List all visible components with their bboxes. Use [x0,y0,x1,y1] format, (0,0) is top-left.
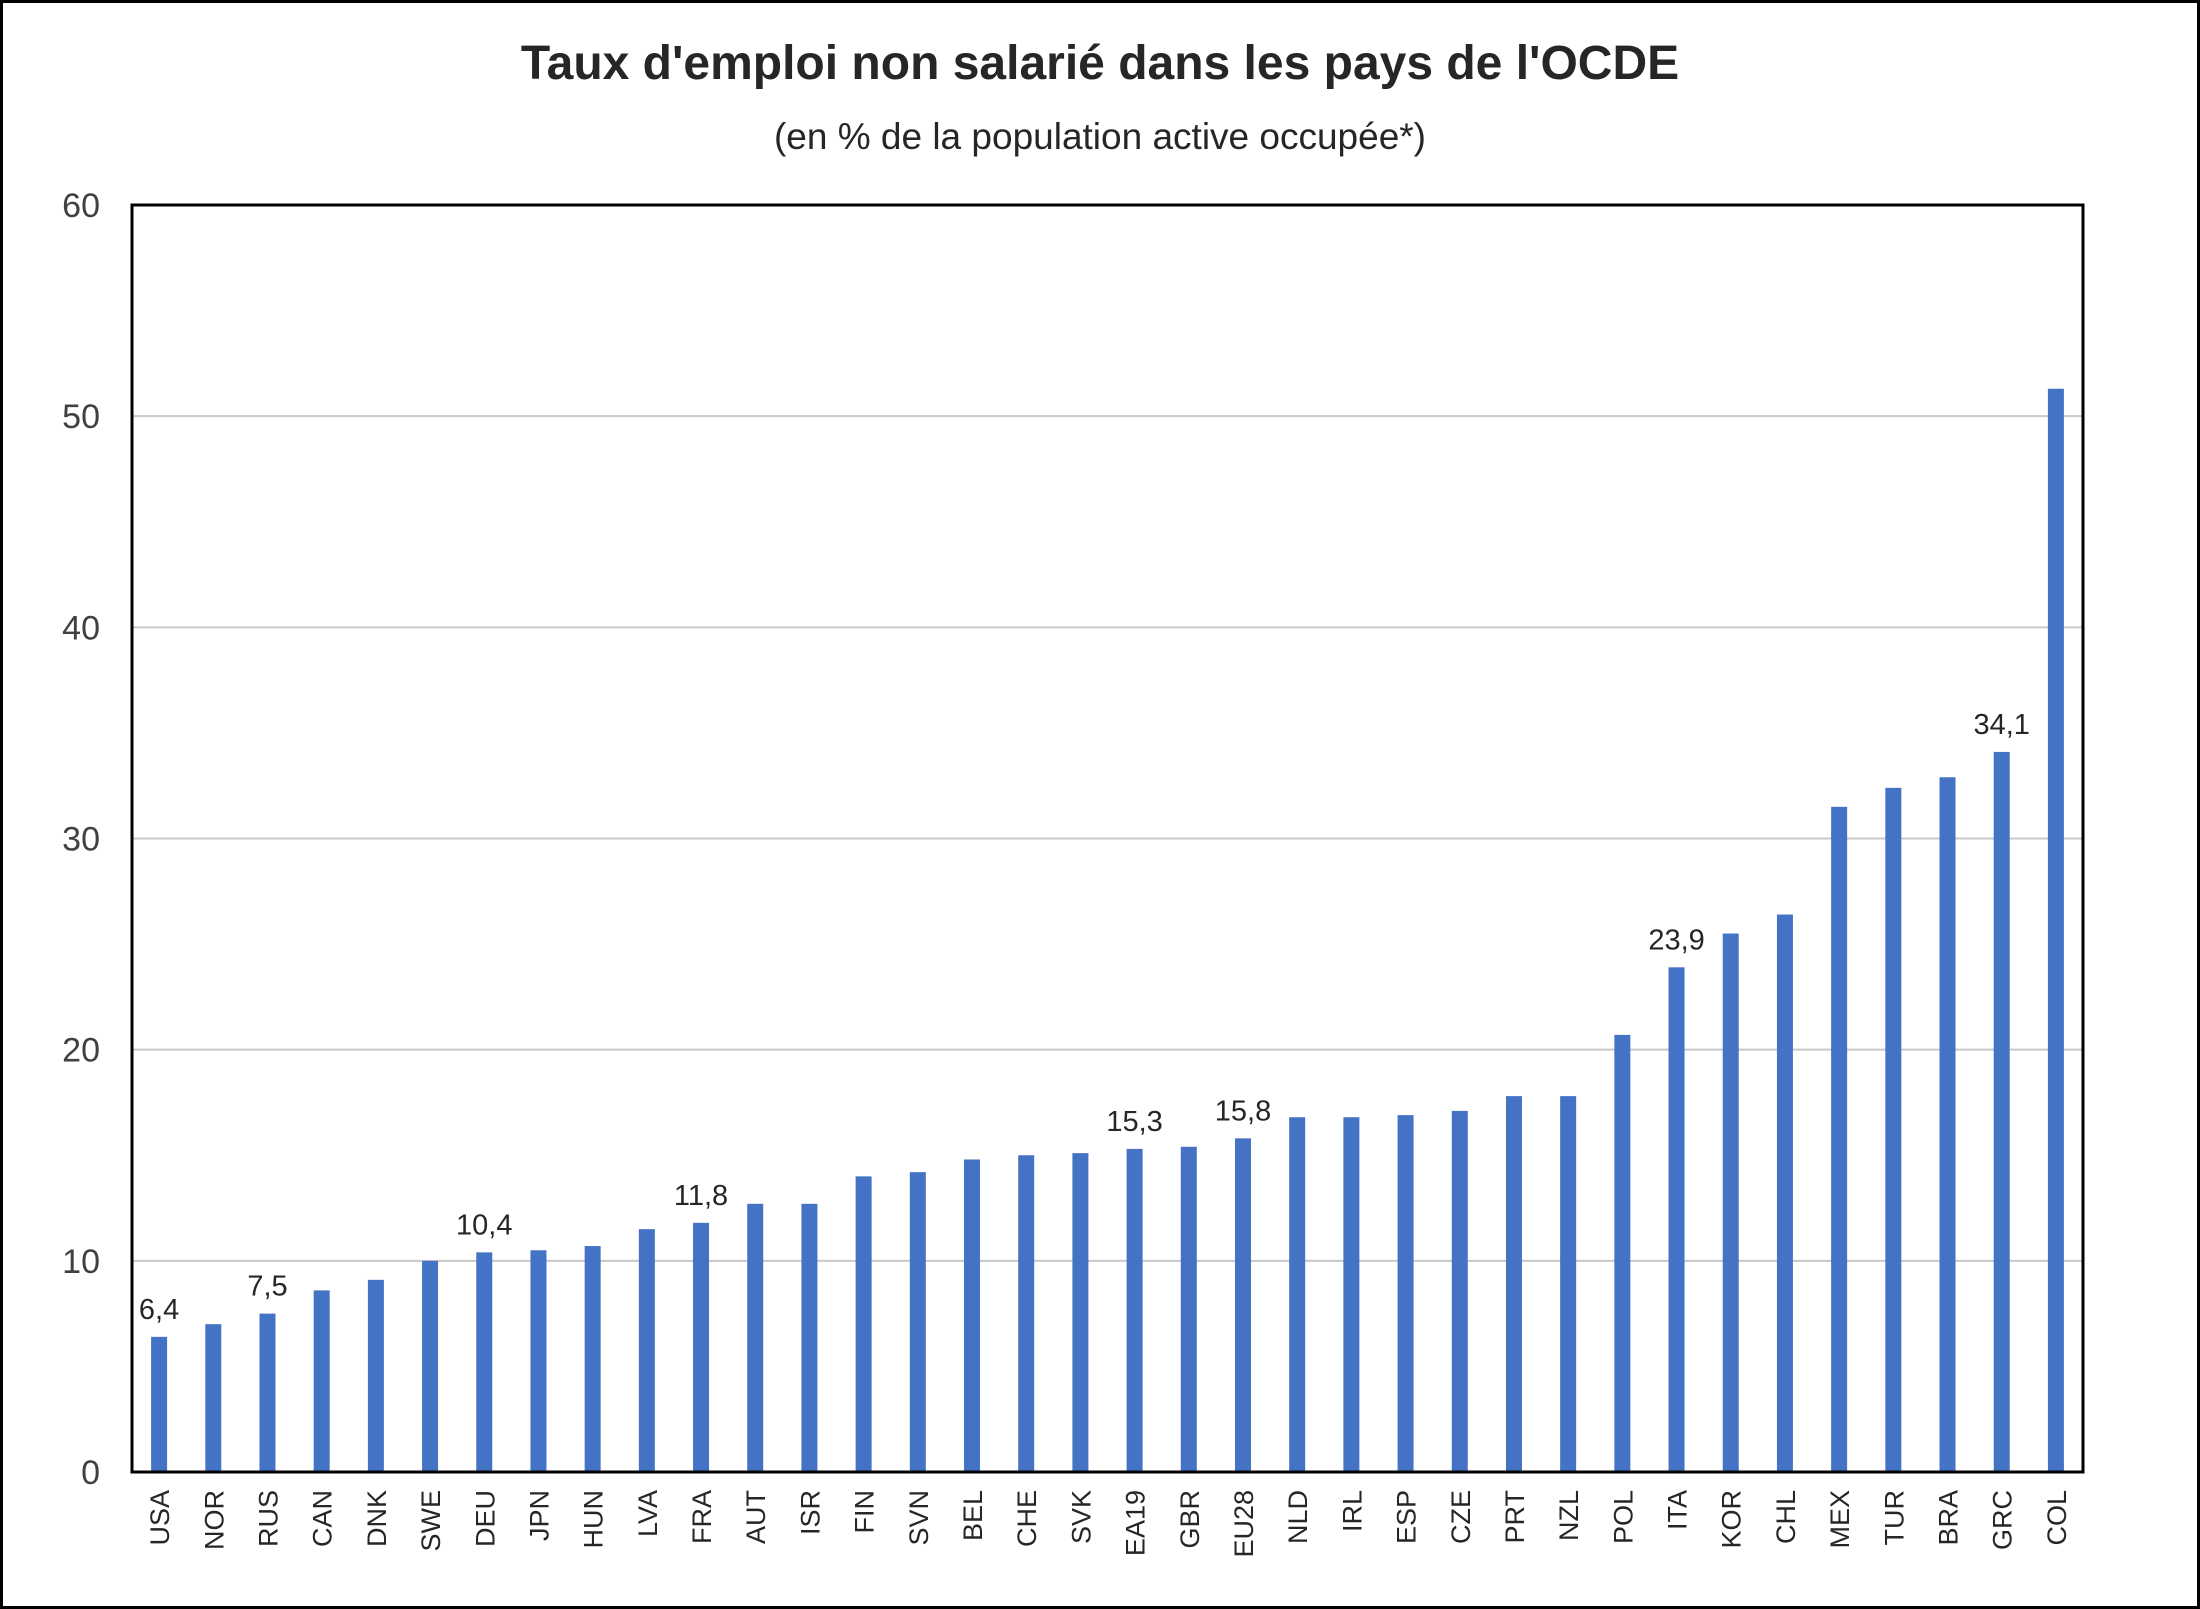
x-tick-label: KOR [1717,1490,1747,1549]
x-tick-label: EU28 [1229,1490,1259,1558]
x-tick-label: SWE [416,1490,446,1552]
x-tick-label: COL [2042,1490,2072,1546]
bar-swe [422,1260,439,1472]
bar-kor [1722,933,1739,1472]
y-tick-label: 10 [62,1243,100,1281]
x-tick-label: NOR [199,1490,229,1550]
x-tick-label: MEX [1825,1490,1855,1549]
bars [151,388,2064,1473]
plot-area-border [130,203,2085,1474]
x-tick-label: LVA [633,1490,663,1537]
x-tick-label: SVN [904,1490,934,1546]
x-tick-label: ESP [1392,1490,1422,1544]
data-label: 11,8 [674,1180,728,1212]
bar-fra [693,1222,710,1472]
y-tick-label: 0 [81,1454,100,1492]
x-tick-label: SVK [1066,1490,1096,1544]
x-tick-label: NZL [1554,1490,1584,1541]
x-tick-label: CZE [1446,1490,1476,1544]
bar-esp [1397,1115,1414,1472]
x-tick-label: GRC [1988,1490,2018,1550]
bar-deu [476,1252,493,1472]
bar-nzl [1560,1096,1577,1472]
chart-subtitle: (en % de la population active occupée*) [773,116,1427,157]
bar-bel [964,1159,981,1472]
x-tick-label: BRA [1934,1490,1964,1546]
bar-pol [1614,1034,1631,1472]
bar-aut [747,1203,764,1472]
bar-dnk [367,1279,384,1472]
bar-grc [1993,751,2010,1472]
bar-nld [1289,1117,1306,1472]
bar-chl [1776,914,1793,1472]
y-tick-label: 20 [62,1032,100,1070]
x-tick-label: EA19 [1121,1490,1151,1556]
bar-rus [259,1313,276,1472]
x-tick-label: GBR [1175,1490,1205,1549]
y-tick-label: 30 [62,821,100,859]
x-tick-label: RUS [253,1490,283,1547]
data-label: 23,9 [1648,924,1704,956]
y-tick-label: 40 [62,609,100,647]
data-label: 34,1 [1973,709,2029,741]
bar-cze [1451,1110,1468,1472]
x-tick-label: JPN [524,1490,554,1541]
x-tick-label: POL [1608,1490,1638,1544]
x-tick-label: TUR [1879,1490,1909,1546]
x-tick-label: CAN [308,1490,338,1547]
bar-svn [909,1172,926,1472]
x-tick-label: AUT [741,1490,771,1544]
bar-lva [638,1229,655,1472]
x-tick-label: NLD [1283,1490,1313,1544]
gridlines [132,415,2083,1262]
bar-irl [1343,1117,1360,1472]
x-axis-ticks: USA NOR RUS CAN DNK SWE DEU JPN HUN LVA FRA AUT ISR F… [145,1490,2072,1558]
bar-prt [1505,1096,1522,1472]
x-tick-label: DNK [362,1490,392,1547]
x-tick-label: PRT [1500,1490,1530,1544]
bar-ita [1668,967,1685,1472]
bar-tur [1885,787,1902,1472]
x-tick-label: FIN [850,1490,880,1534]
x-tick-label: ITA [1663,1490,1693,1530]
x-tick-label: HUN [579,1490,609,1549]
x-tick-label: DEU [470,1490,500,1547]
bar-can [313,1290,330,1472]
bar-col [2047,388,2064,1473]
bar-che [1018,1155,1035,1472]
bar-jpn [530,1250,547,1472]
data-label: 6,4 [139,1294,179,1326]
x-tick-label: BEL [958,1490,988,1541]
bar-mex [1831,806,1848,1472]
x-tick-label: IRL [1337,1490,1367,1532]
y-axis-ticks: 0 10 20 30 40 50 60 [62,187,100,1492]
x-tick-label: ISR [795,1490,825,1535]
bar-fin [855,1176,872,1472]
bar-svk [1072,1153,1089,1472]
y-tick-label: 60 [62,187,100,225]
data-label: 15,8 [1215,1095,1271,1127]
data-label: 7,5 [247,1271,287,1303]
bar-gbr [1180,1146,1197,1472]
bar-isr [801,1203,818,1472]
bar-nor [205,1324,222,1472]
data-labels: 6,4 7,5 10,4 11,8 15,3 15,8 23,9 34,1 [139,709,2030,1326]
y-tick-label: 50 [62,398,100,436]
x-tick-label: CHE [1012,1490,1042,1547]
x-tick-label: USA [145,1490,175,1546]
bar-eu28 [1234,1138,1251,1472]
bar-bra [1939,777,1956,1472]
bar-ea19 [1126,1148,1143,1472]
data-label: 10,4 [456,1209,512,1241]
x-tick-label: FRA [687,1490,717,1544]
chart-title: Taux d'emploi non salarié dans les pays … [520,37,1680,90]
x-tick-label: CHL [1771,1490,1801,1544]
data-label: 15,3 [1106,1106,1162,1138]
bar-usa [151,1336,168,1472]
bar-hun [584,1246,601,1472]
